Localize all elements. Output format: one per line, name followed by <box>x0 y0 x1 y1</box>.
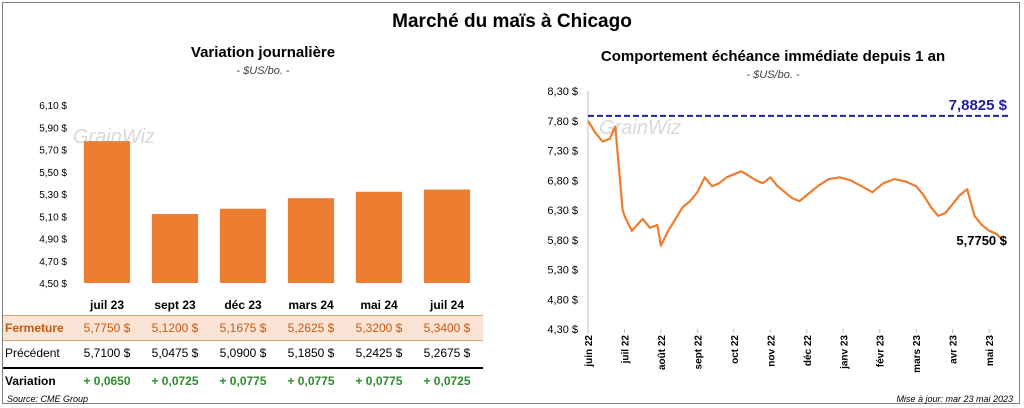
previous-cell: 5,7100 $ <box>83 346 131 360</box>
variation-row: Variation + 0,0650 + 0,0725 + 0,0775 + 0,07… <box>3 367 483 393</box>
x-tick-label: déc 22 <box>803 335 814 367</box>
line-chart-unit: - $US/bo. - <box>746 69 800 81</box>
y-tick-label: 6,30 $ <box>547 205 578 217</box>
x-tick-label: mars 24 <box>288 298 334 312</box>
last-price-label: 5,7750 $ <box>956 233 1007 248</box>
close-cell: 5,7750 $ <box>83 321 131 335</box>
variation-cell: + 0,0650 <box>83 374 131 388</box>
y-tick-label: 7,80 $ <box>547 116 578 128</box>
y-tick-label: 6,10 $ <box>39 101 67 112</box>
y-tick-label: 5,50 $ <box>39 168 67 179</box>
variation-cell: + 0,0725 <box>151 374 199 388</box>
dashboard-frame: Marché du maïs à Chicago Variation journ… <box>2 2 1020 404</box>
y-tick-label: 4,50 $ <box>39 279 67 290</box>
max-price-label: 7,8825 $ <box>949 97 1008 114</box>
y-tick-label: 4,90 $ <box>39 235 67 246</box>
x-tick-label: mai 23 <box>985 335 996 367</box>
x-tick-label: juil 24 <box>429 298 464 312</box>
close-cell: 5,1675 $ <box>219 321 267 335</box>
y-tick-label: 6,80 $ <box>547 175 578 187</box>
bar-5 <box>355 191 403 283</box>
variation-row-label: Variation <box>5 374 56 388</box>
previous-row: Précédent 5,7100 $ 5,0475 $ 5,0900 $ 5,1850… <box>3 341 483 365</box>
bar-chart-title: Variation journalière <box>190 44 336 61</box>
variation-cell: + 0,0775 <box>287 374 335 388</box>
price-series-line <box>587 120 1005 247</box>
x-tick-label: juil 22 <box>620 335 631 365</box>
y-tick-label: 5,30 $ <box>39 190 67 201</box>
bar-chart: 4,50 $ 4,70 $ 4,90 $ 5,10 $ 5,30 $ 5,50 $ 5,70… <box>39 101 471 312</box>
x-tick-label: sept 22 <box>693 335 704 370</box>
y-tick-label: 5,30 $ <box>547 265 578 277</box>
y-tick-label: 4,30 $ <box>547 324 578 336</box>
y-tick-label: 5,10 $ <box>39 212 67 223</box>
x-tick-label: juil 23 <box>89 298 124 312</box>
x-tick-label: févr 23 <box>876 335 887 368</box>
y-tick-label: 8,30 $ <box>547 86 578 98</box>
y-tick-label: 7,30 $ <box>547 146 578 158</box>
close-row: Fermeture 5,7750 $ 5,1200 $ 5,1675 $ 5,2625… <box>3 315 483 341</box>
previous-cell: 5,2675 $ <box>423 346 471 360</box>
x-tick-label: sept 23 <box>154 298 196 312</box>
y-tick-label: 5,70 $ <box>39 146 67 157</box>
bar-3 <box>219 208 267 283</box>
x-tick-label: déc 23 <box>224 298 262 312</box>
variation-cell: + 0,0775 <box>355 374 403 388</box>
x-tick-label: avr 23 <box>949 335 960 364</box>
y-tick-label: 4,70 $ <box>39 257 67 268</box>
variation-cell: + 0,0775 <box>219 374 267 388</box>
y-tick-label: 4,80 $ <box>547 294 578 306</box>
x-tick-label: oct 22 <box>730 335 741 364</box>
y-tick-label: 5,80 $ <box>547 235 578 247</box>
watermark-text: GrainWiz <box>599 117 681 139</box>
x-tick-label: nov 22 <box>766 335 777 367</box>
x-tick-label: mai 24 <box>360 298 398 312</box>
line-chart-title: Comportement échéance immédiate depuis 1… <box>600 48 946 65</box>
previous-cell: 5,1850 $ <box>287 346 335 360</box>
previous-row-label: Précédent <box>5 346 60 360</box>
source-note: Source: CME Group <box>7 394 89 404</box>
x-tick-label: mars 23 <box>912 335 923 373</box>
previous-cell: 5,2425 $ <box>355 346 403 360</box>
close-cell: 5,1200 $ <box>151 321 199 335</box>
previous-cell: 5,0475 $ <box>151 346 199 360</box>
bar-chart-unit: - $US/bo. - <box>236 65 290 77</box>
bar-6 <box>423 189 471 283</box>
bar-4 <box>287 198 335 283</box>
bar-2 <box>151 214 199 283</box>
x-tick-label: janv 23 <box>839 335 850 370</box>
close-row-label: Fermeture <box>5 321 64 335</box>
close-cell: 5,3200 $ <box>355 321 403 335</box>
close-cell: 5,3400 $ <box>423 321 471 335</box>
variation-cell: + 0,0725 <box>423 374 471 388</box>
bar-1 <box>83 141 131 283</box>
page-title: Marché du maïs à Chicago <box>392 11 632 32</box>
update-note: Mise à jour: mar 23 mai 2023 <box>896 394 1013 404</box>
x-tick-label: juin 22 <box>584 335 595 368</box>
y-tick-label: 5,90 $ <box>39 123 67 134</box>
x-tick-label: août 22 <box>657 335 668 370</box>
line-chart: 4,30 $ 4,80 $ 5,30 $ 5,80 $ 6,30 $ 6,80 $ 7,30… <box>547 86 1011 373</box>
close-cell: 5,2625 $ <box>287 321 335 335</box>
previous-cell: 5,0900 $ <box>219 346 267 360</box>
